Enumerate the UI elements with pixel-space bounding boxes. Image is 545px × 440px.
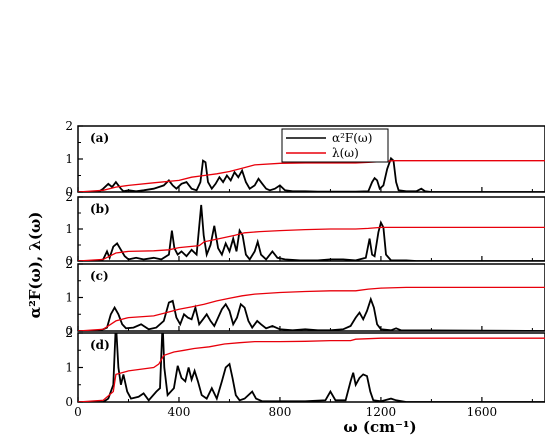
series-lambda-3 bbox=[78, 337, 545, 402]
y-tick-label-0-1: 1 bbox=[65, 152, 73, 166]
x-axis-title: ω (cm⁻¹) bbox=[343, 418, 416, 436]
y-tick-label-2-0: 0 bbox=[65, 324, 73, 338]
panel-label-1: (b) bbox=[90, 202, 110, 216]
series-a2f-3 bbox=[78, 333, 545, 402]
panel-frame-3 bbox=[77, 332, 545, 403]
x-tick-label-2: 800 bbox=[268, 405, 291, 419]
panel-label-2: (c) bbox=[90, 269, 109, 283]
y-tick-label-2-2: 2 bbox=[65, 257, 73, 271]
y-tick-label-1-2: 2 bbox=[65, 190, 73, 204]
y-tick-label-3-1: 1 bbox=[65, 361, 73, 375]
series-lambda-0 bbox=[78, 160, 545, 192]
series-lambda-1 bbox=[78, 226, 545, 261]
panel-label-0: (a) bbox=[90, 131, 109, 145]
legend-label-0: α²F(ω) bbox=[332, 131, 372, 145]
y-tick-label-2-1: 1 bbox=[65, 291, 73, 305]
series-a2f-0 bbox=[78, 156, 545, 192]
x-tick-label-0: 0 bbox=[74, 405, 82, 419]
x-tick-label-4: 1600 bbox=[467, 405, 498, 419]
y-tick-label-3-2: 2 bbox=[65, 326, 73, 340]
panel-label-3: (d) bbox=[90, 338, 110, 352]
y-tick-label-3-0: 0 bbox=[65, 395, 73, 409]
series-lambda-2 bbox=[78, 286, 545, 331]
y-axis-title: α²F(ω), λ(ω) bbox=[26, 212, 44, 319]
x-tick-label-1: 400 bbox=[168, 405, 191, 419]
y-tick-label-1-1: 1 bbox=[65, 222, 73, 236]
y-tick-label-1-0: 0 bbox=[65, 254, 73, 268]
y-tick-label-0-2: 2 bbox=[65, 119, 73, 133]
series-a2f-1 bbox=[78, 204, 545, 261]
legend-box bbox=[281, 128, 389, 163]
series-a2f-2 bbox=[78, 296, 545, 331]
legend-label-1: λ(ω) bbox=[332, 146, 359, 160]
x-tick-label-3: 1200 bbox=[366, 405, 397, 419]
y-tick-label-0-0: 0 bbox=[65, 185, 73, 199]
panel-frame-2 bbox=[77, 263, 545, 332]
